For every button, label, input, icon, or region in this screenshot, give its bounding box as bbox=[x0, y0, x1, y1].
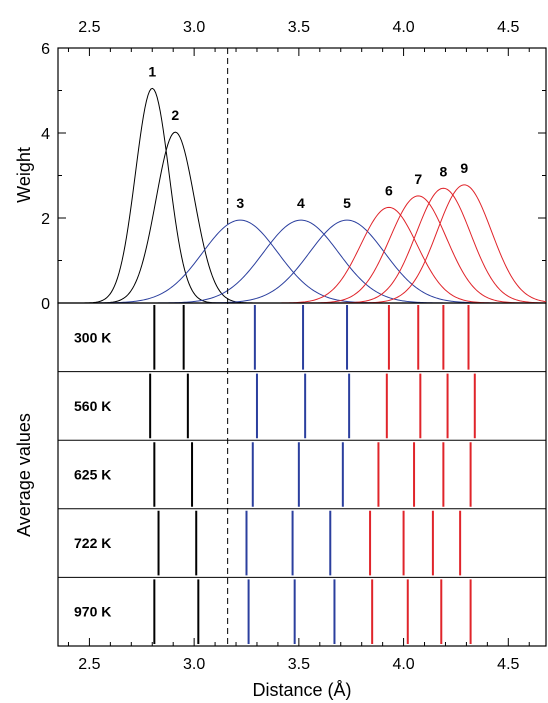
top-x-tick-label: 3.0 bbox=[183, 19, 205, 36]
bottom-x-tick-label: 2.5 bbox=[78, 656, 100, 673]
bottom-x-tick-label: 3.5 bbox=[288, 656, 310, 673]
peak-label-7: 7 bbox=[414, 171, 422, 187]
row-label-temperature: 300 K bbox=[74, 329, 111, 345]
bottom-x-tick-label: 3.0 bbox=[183, 656, 205, 673]
peak-curve-6 bbox=[58, 206, 546, 304]
peak-curve-2 bbox=[58, 131, 546, 304]
peak-label-3: 3 bbox=[236, 195, 244, 211]
bottom-panel-frame bbox=[57, 302, 547, 647]
bottom-x-tick-label: 4.5 bbox=[497, 656, 519, 673]
peak-label-5: 5 bbox=[343, 195, 351, 211]
peak-label-1: 1 bbox=[148, 63, 156, 79]
bottom-x-axis: 2.5 3.0 3.5 4.0 4.5 bbox=[67, 638, 530, 673]
row-label-temperature: 722 K bbox=[74, 535, 111, 551]
peak-label-8: 8 bbox=[439, 163, 447, 179]
y-tick-label: 0 bbox=[41, 296, 50, 313]
average-values-panel: 300 K 560 K 625 K 722 K 970 K bbox=[57, 302, 547, 647]
y-tick-label: 4 bbox=[41, 126, 50, 143]
top-x-tick-label: 3.5 bbox=[288, 19, 310, 36]
top-x-tick-label: 4.0 bbox=[392, 19, 414, 36]
peak-label-6: 6 bbox=[385, 182, 393, 198]
x-axis-label: Distance (Å) bbox=[252, 680, 351, 700]
peak-curve-7 bbox=[58, 195, 547, 304]
row-label-temperature: 625 K bbox=[74, 467, 111, 483]
weight-panel: 0 2 4 6 1 2 3 4 5 6 7 8 9 bbox=[41, 41, 547, 313]
y-tick-label: 6 bbox=[41, 41, 50, 58]
top-x-tick-label: 4.5 bbox=[497, 19, 519, 36]
top-x-tick-label: 2.5 bbox=[78, 19, 100, 36]
peak-label-9: 9 bbox=[460, 160, 468, 176]
peak-label-2: 2 bbox=[171, 107, 179, 123]
row-label-temperature: 560 K bbox=[74, 398, 111, 414]
y-tick-label: 2 bbox=[41, 211, 50, 228]
y-axis-label-weight: Weight bbox=[14, 147, 34, 203]
top-panel-frame bbox=[57, 47, 547, 304]
y-axis-label-average-values: Average values bbox=[14, 413, 34, 537]
row-label-temperature: 970 K bbox=[74, 604, 111, 620]
top-x-axis: 2.5 3.0 3.5 4.0 4.5 bbox=[67, 19, 530, 56]
bottom-x-tick-label: 4.0 bbox=[392, 656, 414, 673]
peak-label-4: 4 bbox=[297, 195, 305, 211]
